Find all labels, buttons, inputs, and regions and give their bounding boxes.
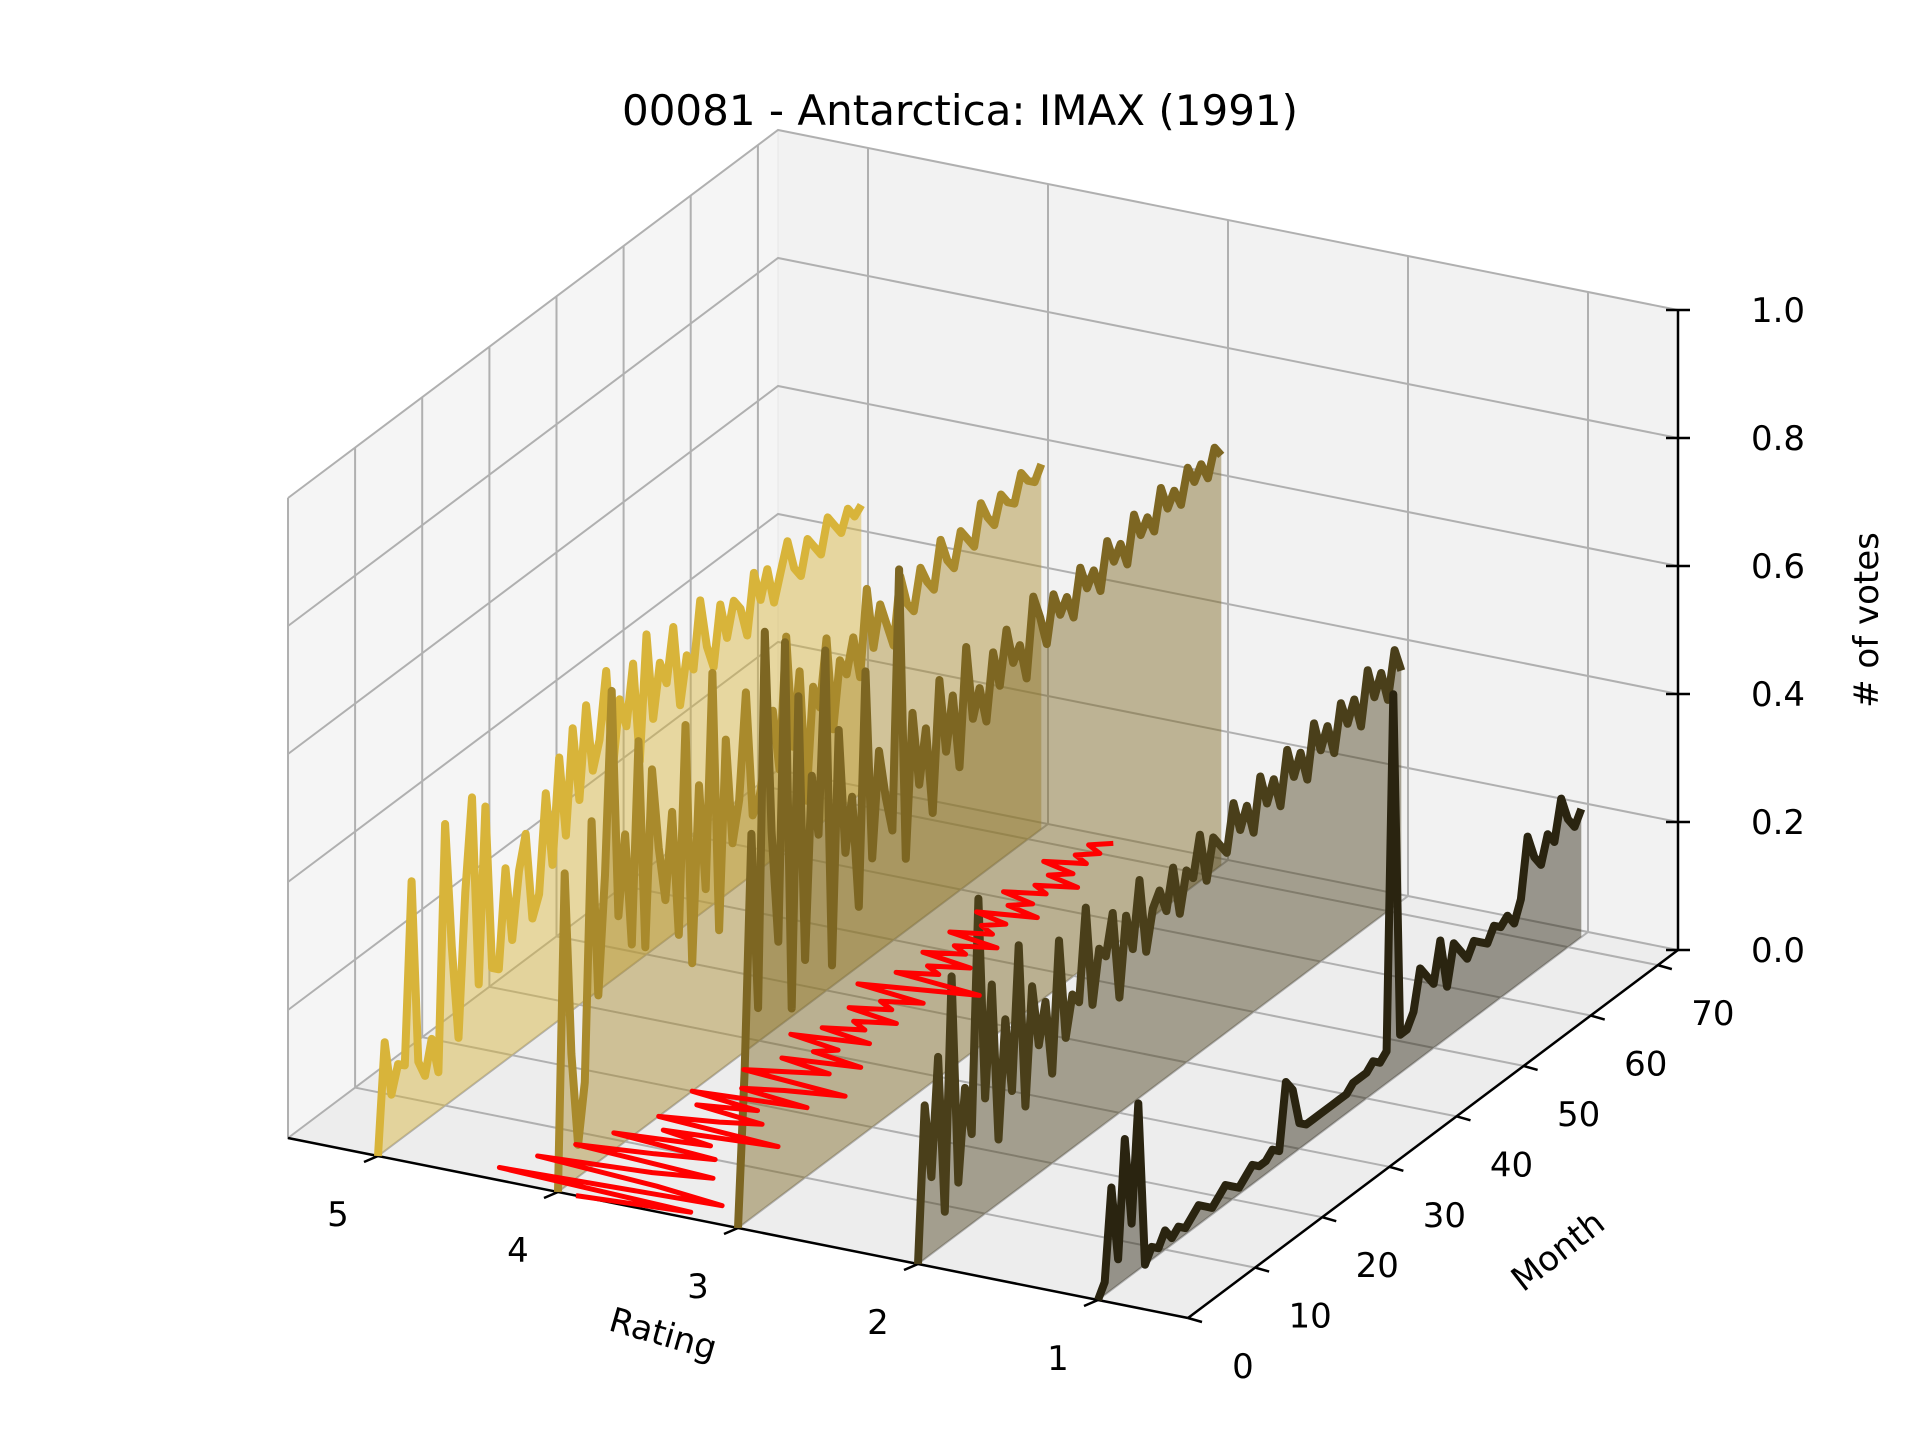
series-line-rating-3 <box>734 443 1225 1229</box>
y-tick <box>1523 1064 1538 1072</box>
z-tick-label: 0.8 <box>1751 419 1805 459</box>
x-tick <box>903 1262 919 1272</box>
y-tick-label: 50 <box>1557 1095 1600 1135</box>
series-line-rating-2 <box>914 646 1406 1265</box>
y-tick-label: 60 <box>1624 1045 1667 1085</box>
x-tick-label: 5 <box>327 1195 349 1235</box>
grid-line-votes <box>287 128 1679 499</box>
y-tick-label: 0 <box>1232 1347 1254 1387</box>
grid-line-votes <box>287 512 1679 883</box>
grid-line-votes <box>287 384 1679 755</box>
x-tick-label: 3 <box>687 1267 709 1307</box>
series-fill-rating-2 <box>918 650 1402 1264</box>
x-tick <box>543 1190 559 1200</box>
y-tick-label: 10 <box>1288 1297 1331 1337</box>
y-tick <box>1590 1014 1606 1021</box>
y-tick <box>1187 1316 1203 1324</box>
series-line-rating-1 <box>1094 690 1586 1302</box>
z-tick-label: 0.0 <box>1751 931 1805 971</box>
chart-title: 00081 - Antarctica: IMAX (1991) <box>622 86 1298 135</box>
series-fill-rating-3 <box>738 447 1222 1228</box>
plot-area <box>374 443 1586 1302</box>
y-axis-line <box>1187 949 1679 1319</box>
y-axis-label: Month <box>1504 1203 1613 1300</box>
x-tick <box>1083 1298 1099 1308</box>
series-line-rating-5 <box>374 502 865 1157</box>
y-tick-label: 40 <box>1490 1145 1533 1185</box>
grid-line-votes <box>287 256 1679 627</box>
x-tick <box>723 1226 739 1236</box>
y-tick <box>1456 1115 1471 1122</box>
x-axis-label: Rating <box>605 1300 721 1369</box>
mean-rating-line <box>496 840 1114 1215</box>
z-tick-label: 0.4 <box>1751 675 1805 715</box>
x-tick-label: 2 <box>867 1303 889 1343</box>
x-tick-label: 1 <box>1047 1339 1069 1379</box>
y-tick <box>1321 1215 1337 1223</box>
x-tick <box>363 1154 379 1164</box>
z-tick-label: 0.2 <box>1751 803 1805 843</box>
y-tick <box>1389 1165 1404 1172</box>
z-tick-label: 1.0 <box>1751 291 1805 331</box>
x-tick-label: 4 <box>507 1231 529 1271</box>
series-fill-rating-1 <box>1098 694 1582 1300</box>
z-axis-label: # of votes <box>1847 532 1887 708</box>
y-tick <box>1657 963 1673 971</box>
y-tick-label: 20 <box>1356 1246 1399 1286</box>
y-tick <box>1254 1266 1270 1273</box>
z-tick-label: 0.6 <box>1751 547 1805 587</box>
y-tick-label: 70 <box>1691 994 1734 1034</box>
series-line-rating-4 <box>554 462 1046 1193</box>
y-tick-label: 30 <box>1423 1196 1466 1236</box>
